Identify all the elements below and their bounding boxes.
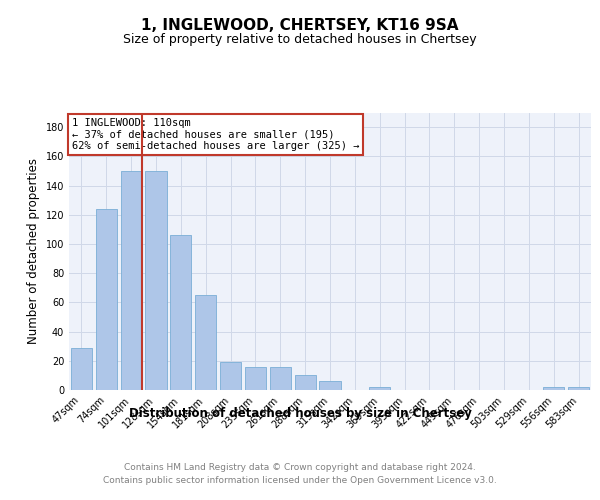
Bar — [295, 376, 316, 390]
Bar — [568, 387, 589, 390]
Bar — [543, 387, 564, 390]
Bar — [71, 348, 92, 390]
Text: 1, INGLEWOOD, CHERTSEY, KT16 9SA: 1, INGLEWOOD, CHERTSEY, KT16 9SA — [141, 18, 459, 32]
Text: Distribution of detached houses by size in Chertsey: Distribution of detached houses by size … — [128, 408, 472, 420]
Bar — [121, 171, 142, 390]
Bar — [170, 235, 191, 390]
Text: Contains public sector information licensed under the Open Government Licence v3: Contains public sector information licen… — [103, 476, 497, 485]
Text: 1 INGLEWOOD: 110sqm
← 37% of detached houses are smaller (195)
62% of semi-detac: 1 INGLEWOOD: 110sqm ← 37% of detached ho… — [71, 118, 359, 151]
Bar — [195, 295, 216, 390]
Bar — [96, 209, 117, 390]
Y-axis label: Number of detached properties: Number of detached properties — [27, 158, 40, 344]
Bar — [270, 366, 291, 390]
Text: Contains HM Land Registry data © Crown copyright and database right 2024.: Contains HM Land Registry data © Crown c… — [124, 462, 476, 471]
Bar — [369, 387, 390, 390]
Text: Size of property relative to detached houses in Chertsey: Size of property relative to detached ho… — [123, 32, 477, 46]
Bar — [245, 366, 266, 390]
Bar — [319, 381, 341, 390]
Bar — [145, 171, 167, 390]
Bar — [220, 362, 241, 390]
